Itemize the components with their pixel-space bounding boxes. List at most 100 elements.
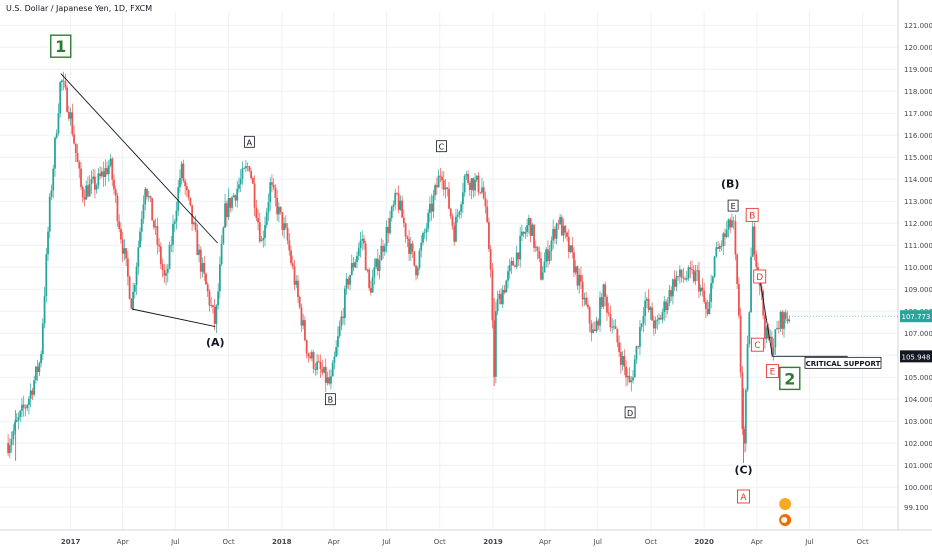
- candle: [121, 231, 124, 262]
- candle: [45, 247, 48, 303]
- candle-body: [772, 347, 775, 355]
- candle-body: [45, 254, 48, 297]
- candle-body: [321, 369, 324, 373]
- candle-body: [710, 283, 713, 302]
- candle: [713, 256, 716, 279]
- candle: [208, 288, 211, 312]
- candle: [50, 184, 53, 201]
- candle-body: [123, 248, 126, 254]
- candle: [255, 200, 258, 222]
- candle: [560, 214, 563, 236]
- y-tick-label: 120.000: [904, 44, 932, 52]
- candle-body: [741, 372, 744, 429]
- candle-body: [300, 307, 303, 326]
- y-tick-label: 109.000: [904, 286, 932, 294]
- candle-body: [295, 280, 298, 285]
- candle-body: [246, 166, 249, 168]
- x-tick-label: Jul: [592, 538, 602, 546]
- candle-body: [26, 405, 29, 409]
- candle-body: [770, 336, 773, 355]
- candle: [225, 200, 228, 227]
- candle: [633, 354, 636, 378]
- candle: [607, 302, 610, 317]
- candle: [314, 362, 317, 376]
- candle-body: [146, 188, 148, 197]
- candle-body: [133, 285, 136, 292]
- candle: [304, 316, 306, 342]
- candle: [475, 175, 478, 183]
- candle: [402, 209, 405, 228]
- candle: [593, 321, 596, 332]
- candle-body: [765, 327, 768, 339]
- candle: [172, 214, 174, 253]
- y-tick-label: 113.000: [904, 198, 932, 206]
- candle: [43, 287, 46, 329]
- candle: [302, 313, 305, 330]
- candle-body: [784, 312, 787, 319]
- candle-body: [380, 245, 383, 261]
- candle-body: [158, 244, 161, 247]
- candle: [536, 246, 539, 260]
- price-axis[interactable]: 121.000 120.000 119.000 118.000 117.000 116.0…: [780, 0, 932, 550]
- candle: [123, 239, 126, 261]
- y-tick-label: 121.000: [904, 22, 932, 30]
- candle: [354, 259, 357, 269]
- candle-body: [703, 290, 706, 302]
- candle-body: [139, 231, 141, 248]
- candle: [557, 219, 560, 230]
- candle: [250, 167, 253, 180]
- candle: [703, 282, 706, 304]
- candle: [323, 366, 325, 374]
- candle-body: [340, 316, 343, 327]
- candle-body: [368, 269, 371, 289]
- candle-body: [585, 297, 588, 305]
- candle: [685, 270, 688, 283]
- candle: [585, 291, 588, 307]
- candle-body: [515, 252, 518, 267]
- candle: [10, 431, 13, 453]
- candle: [602, 283, 605, 310]
- candle: [236, 180, 239, 208]
- candle: [337, 326, 339, 356]
- candle: [415, 264, 417, 281]
- candle-body: [326, 377, 329, 384]
- candle-body: [557, 223, 560, 225]
- candle-body: [451, 216, 454, 226]
- candle-body: [529, 218, 532, 236]
- candle-body: [385, 226, 388, 247]
- candle-body: [66, 87, 69, 112]
- time-axis[interactable]: 2017 Apr Jul Oct 2018 Apr Jul Oct 2019 Apr Jul Oct 2…: [0, 529, 932, 546]
- candle-body: [180, 163, 183, 178]
- candle-body: [562, 225, 565, 236]
- candle-body: [652, 320, 655, 329]
- candle-body: [711, 276, 714, 284]
- candle-body: [81, 187, 84, 198]
- candle-body: [140, 218, 143, 232]
- candle-body: [297, 280, 299, 297]
- candle: [553, 226, 556, 244]
- candle: [689, 261, 692, 279]
- candle-body: [536, 246, 539, 252]
- candle: [434, 183, 437, 201]
- candle-body: [456, 214, 459, 217]
- candle-body: [114, 189, 117, 196]
- candle-body: [378, 260, 381, 271]
- candle-body: [639, 327, 641, 347]
- candle: [146, 188, 148, 200]
- candle: [550, 236, 553, 261]
- candle: [659, 314, 662, 320]
- candle: [639, 320, 641, 356]
- candle: [717, 240, 719, 250]
- candle-body: [560, 217, 563, 236]
- x-tick-label: Apr: [539, 538, 551, 546]
- candle-body: [151, 198, 154, 221]
- candle: [352, 256, 355, 272]
- candle-body: [501, 289, 504, 305]
- y-tick-label: 115.000: [904, 154, 932, 162]
- candle: [423, 228, 426, 239]
- candle: [656, 314, 659, 330]
- candle: [248, 165, 251, 173]
- candle: [52, 164, 55, 199]
